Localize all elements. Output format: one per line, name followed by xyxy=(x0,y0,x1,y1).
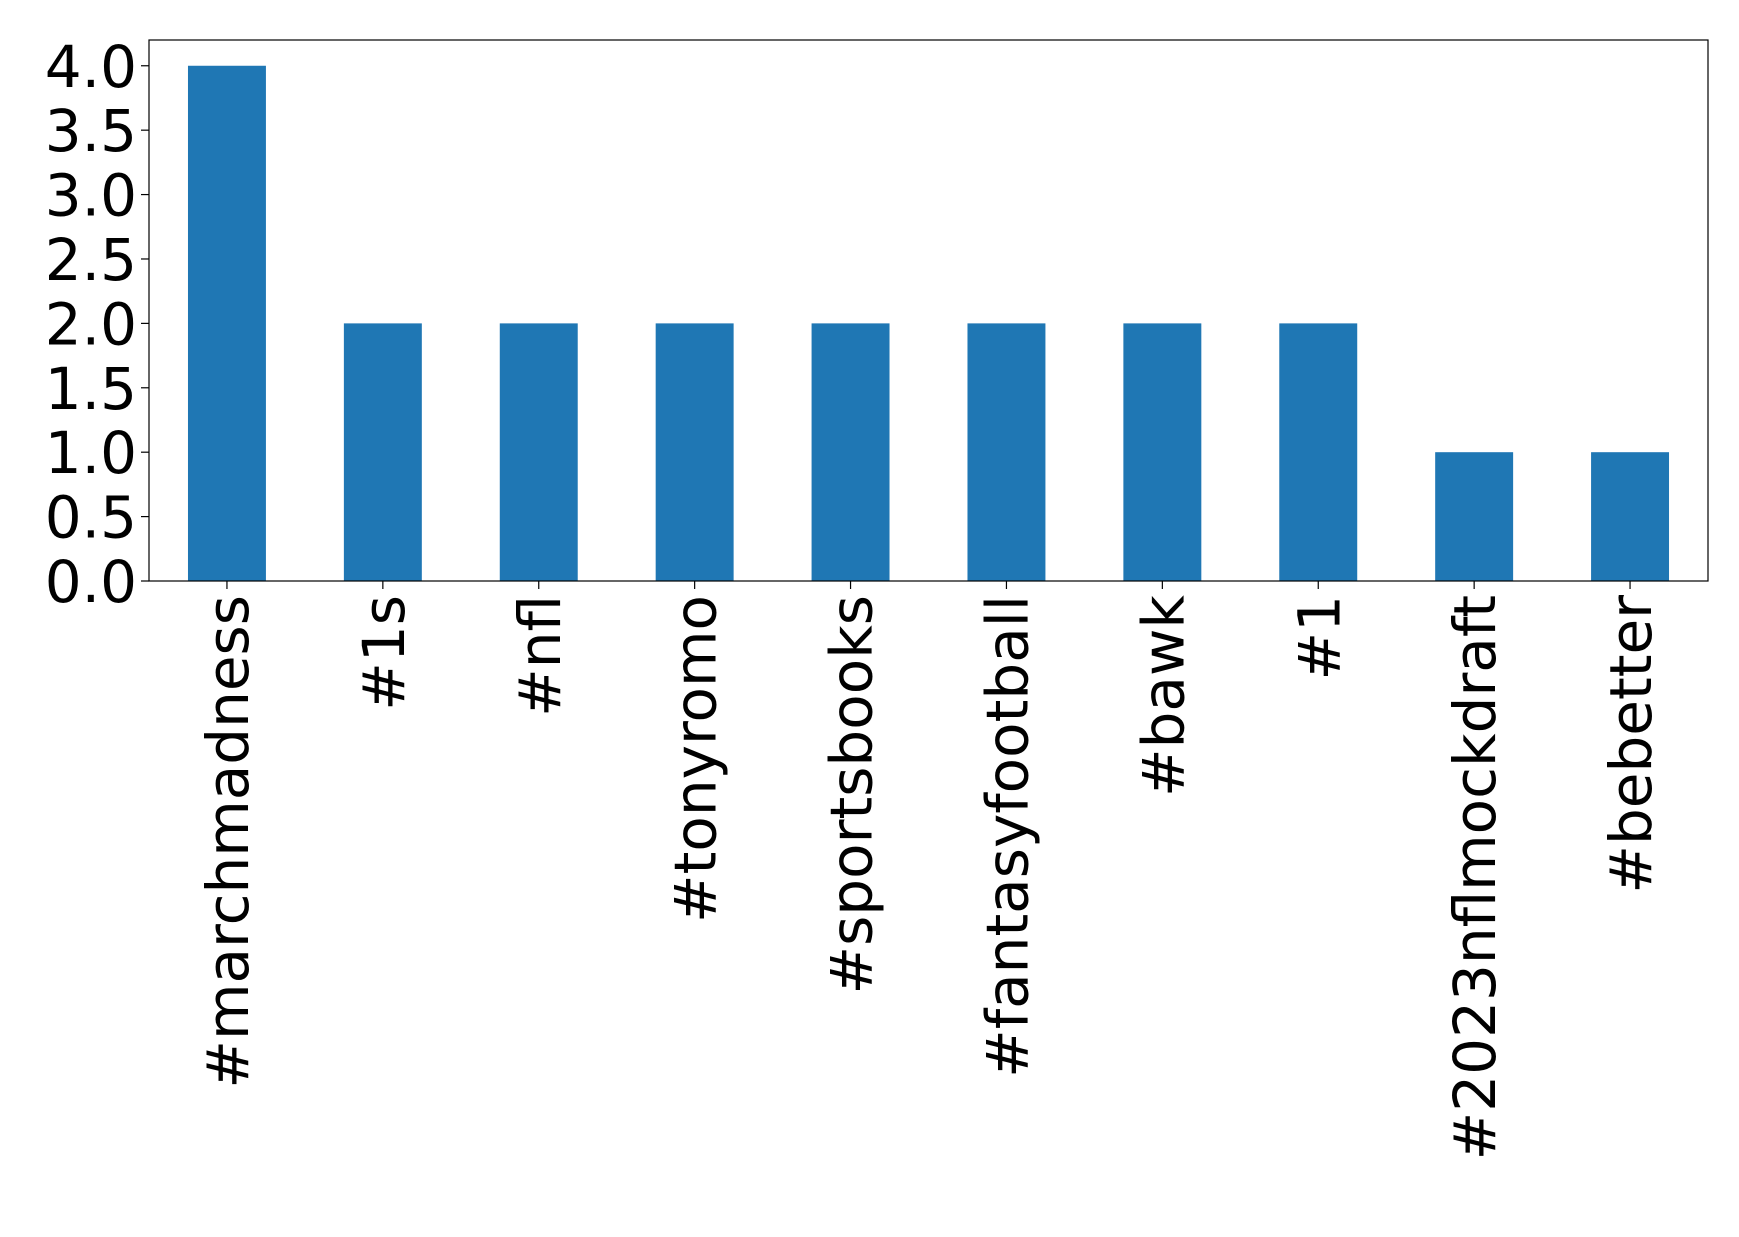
bar xyxy=(967,323,1046,581)
bar xyxy=(499,323,578,581)
x-tick-label: #marchmadness xyxy=(194,595,262,1089)
y-tick-label: 1.0 xyxy=(45,419,137,487)
bar xyxy=(811,323,890,581)
y-tick-label: 0.5 xyxy=(45,484,137,552)
bar xyxy=(187,65,266,581)
y-tick-label: 2.5 xyxy=(45,226,137,294)
y-tick-label: 0.0 xyxy=(45,548,137,616)
x-tick-label: #nfl xyxy=(506,595,574,717)
bar xyxy=(1123,323,1202,581)
x-tick-label: #bawk xyxy=(1129,595,1197,797)
plot-frame xyxy=(148,39,1709,582)
bar xyxy=(1435,452,1514,581)
y-tick-label: 3.0 xyxy=(45,162,137,230)
x-tick-label: #tonyromo xyxy=(662,595,730,923)
x-tick-label: #bebetter xyxy=(1597,595,1665,894)
y-tick-label: 4.0 xyxy=(45,33,137,101)
bar xyxy=(655,323,734,581)
x-tick-label: #2023nflmockdraft xyxy=(1441,595,1509,1160)
x-tick-label: #fantasyfootball xyxy=(973,595,1041,1078)
x-tick-label: #sportsbooks xyxy=(818,595,886,995)
bar xyxy=(1279,323,1358,581)
y-tick-label: 1.5 xyxy=(45,355,137,423)
x-tick-label: #1s xyxy=(350,595,418,711)
y-tick-label: 2.0 xyxy=(45,290,137,358)
y-tick-label: 3.5 xyxy=(45,97,137,165)
x-tick-label: #1 xyxy=(1285,595,1353,681)
bar xyxy=(1591,452,1670,581)
bar xyxy=(343,323,422,581)
